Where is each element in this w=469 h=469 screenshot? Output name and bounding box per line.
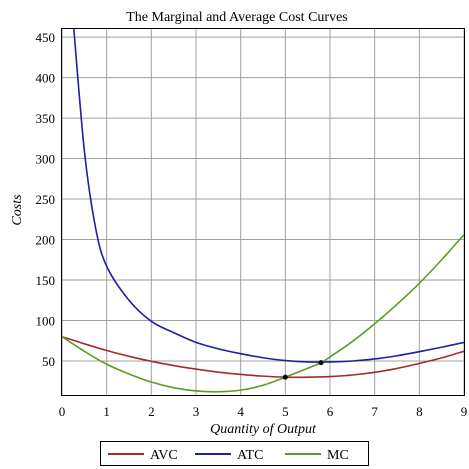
x-tick-label: 6 xyxy=(327,404,334,419)
grid xyxy=(61,29,465,395)
y-tick-label: 200 xyxy=(36,233,56,248)
legend-box xyxy=(100,441,369,466)
y-tick-label: 450 xyxy=(36,30,56,45)
series-line-avc xyxy=(62,335,464,379)
x-tick-label: 2 xyxy=(148,404,155,419)
x-tick-label: 9 xyxy=(461,404,468,419)
x-tick-label: 8 xyxy=(416,404,423,419)
y-tick-label: 300 xyxy=(36,152,56,167)
intersection-point xyxy=(282,374,288,380)
y-tick-label: 250 xyxy=(36,192,56,207)
plot-area xyxy=(62,29,464,393)
series-line-mc xyxy=(62,234,464,393)
y-tick-label: 50 xyxy=(42,354,55,369)
x-tick-label: 5 xyxy=(282,404,289,419)
x-tick-labels: 0 1 2 3 4 5 6 7 8 9 xyxy=(59,404,468,419)
y-axis-label: Costs xyxy=(10,194,25,226)
x-tick-label: 4 xyxy=(237,404,244,419)
y-tick-label: 100 xyxy=(36,314,56,329)
x-tick-label: 3 xyxy=(193,404,200,419)
y-tick-label: 350 xyxy=(36,111,56,126)
y-tick-label: 400 xyxy=(36,71,56,86)
x-tick-label: 7 xyxy=(371,404,378,419)
legend: AVC ATC MC xyxy=(100,441,369,466)
x-axis-label: Quantity of Output xyxy=(210,422,317,437)
y-tick-labels: 50 100 150 200 250 300 350 400 450 xyxy=(36,30,56,369)
series-line-atc xyxy=(73,29,464,363)
legend-label-avc: AVC xyxy=(150,448,178,463)
y-tick-label: 150 xyxy=(36,273,56,288)
x-tick-label: 0 xyxy=(59,404,66,419)
intersection-point xyxy=(318,360,324,366)
x-tick-label: 1 xyxy=(103,404,110,419)
legend-label-mc: MC xyxy=(327,448,349,463)
legend-label-atc: ATC xyxy=(237,448,263,463)
plot-border xyxy=(61,28,465,396)
chart-title: The Marginal and Average Cost Curves xyxy=(126,10,347,25)
